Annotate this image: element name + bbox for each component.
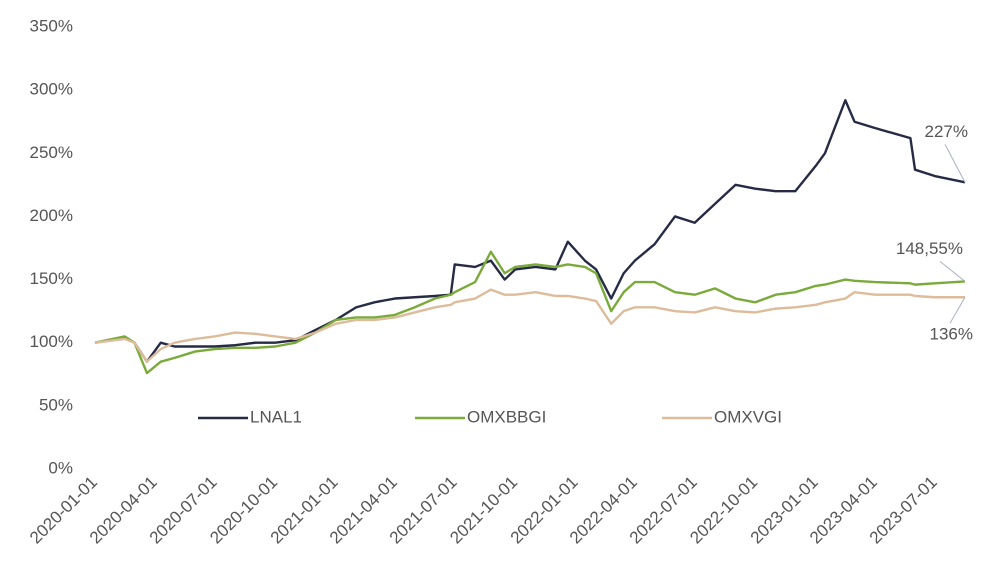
y-tick-label: 200%	[30, 206, 73, 225]
series-line	[94, 99, 966, 363]
series-line	[94, 288, 965, 363]
y-tick-label: 150%	[30, 269, 73, 288]
annotation-connector	[939, 261, 966, 282]
y-tick-label: 100%	[30, 332, 73, 351]
annotation-connector	[949, 297, 966, 324]
annotation: 148,55%	[896, 239, 963, 258]
y-tick-label: 250%	[30, 143, 73, 162]
legend-label: OMXVGI	[714, 407, 782, 426]
legend-label: OMXBBGI	[467, 407, 546, 426]
y-tick-label: 50%	[39, 395, 73, 414]
y-tick-label: 0%	[48, 458, 73, 477]
annotation: 227%	[925, 122, 968, 141]
annotation-connector	[944, 144, 966, 183]
series-line	[94, 250, 966, 375]
y-tick-label: 350%	[30, 16, 73, 35]
y-tick-label: 300%	[30, 80, 73, 99]
legend-label: LNAL1	[250, 407, 302, 426]
annotation: 136%	[930, 325, 973, 344]
